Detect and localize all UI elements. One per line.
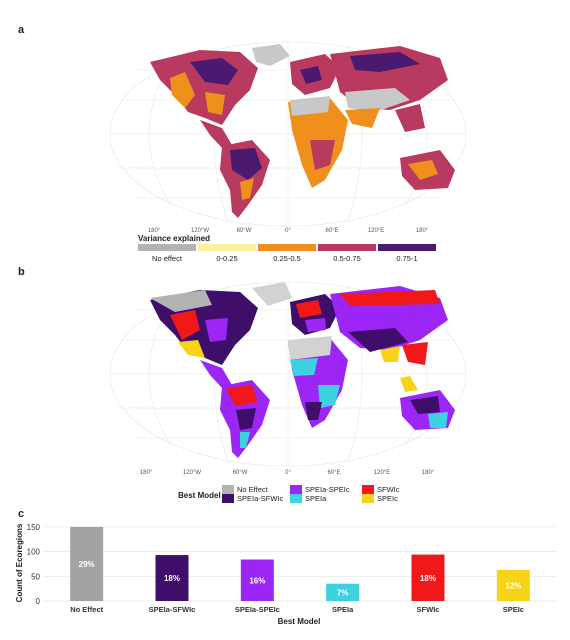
bar-value-label-3: 7% <box>337 588 349 597</box>
svg-text:120°W: 120°W <box>183 470 201 476</box>
map-b-graticule <box>109 281 467 467</box>
map-a-land <box>150 44 455 218</box>
svg-text:0°: 0° <box>285 470 291 476</box>
svg-text:0°: 0° <box>285 228 291 234</box>
variance-label-1: 0-0.25 <box>216 254 238 263</box>
svg-text:120°E: 120°E <box>368 228 384 234</box>
svg-text:60°E: 60°E <box>327 470 340 476</box>
panel-b-label: b <box>18 266 25 278</box>
best-model-label-4: SFWIc <box>377 485 400 494</box>
map-b-ticks: 180° 120°W 60°W 0° 60°E 120°E 180° <box>140 470 435 476</box>
bar-value-label-4: 18% <box>420 574 436 583</box>
bar-value-label-1: 18% <box>164 574 180 583</box>
y-tick-label-3: 150 <box>27 523 41 532</box>
variance-label-0: No effect <box>152 254 182 263</box>
map-b-land <box>150 282 455 458</box>
best-model-swatch-5 <box>362 494 374 503</box>
bar-chart-xlabel: Best Model <box>278 617 321 626</box>
bar-chart-grid: 0 50 100 150 <box>27 523 556 606</box>
svg-text:120°E: 120°E <box>374 470 390 476</box>
variance-swatch-1 <box>198 244 256 251</box>
svg-text:180°: 180° <box>422 470 435 476</box>
x-tick-label-0: No Effect <box>70 605 103 614</box>
best-model-legend-title: Best Model <box>178 491 221 500</box>
best-model-swatch-4 <box>362 485 374 494</box>
svg-text:60°W: 60°W <box>233 470 248 476</box>
bar-value-label-0: 29% <box>79 560 95 569</box>
x-tick-label-1: SPEIa-SFWIc <box>149 605 196 614</box>
svg-text:60°W: 60°W <box>237 228 252 234</box>
best-model-label-5: SPEIc <box>377 494 398 503</box>
panel-c-label: c <box>18 508 25 520</box>
y-tick-label-0: 0 <box>36 597 41 606</box>
best-model-swatch-3 <box>290 494 302 503</box>
best-model-label-2: SPEIa-SPEIc <box>305 485 350 494</box>
bar-value-label-2: 16% <box>249 576 265 585</box>
x-tick-label-5: SPEIc <box>503 605 524 614</box>
map-a-graticule <box>109 41 467 227</box>
variance-legend-title: Variance explained <box>138 234 211 243</box>
bar-2 <box>240 559 274 601</box>
variance-swatch-4 <box>378 244 436 251</box>
x-tick-label-3: SPEIa <box>332 605 354 614</box>
bar-0 <box>70 526 104 601</box>
best-model-swatch-0 <box>222 485 234 494</box>
svg-text:180°: 180° <box>140 470 153 476</box>
y-tick-label-1: 50 <box>31 572 40 581</box>
best-model-label-1: SPEIa-SFWIc <box>237 494 284 503</box>
x-tick-label-4: SFWIc <box>417 605 440 614</box>
best-model-swatch-2 <box>290 485 302 494</box>
bar-chart-ylabel: Count of Ecoregions <box>15 523 24 602</box>
best-model-swatch-1 <box>222 494 234 503</box>
bar-1 <box>155 555 189 601</box>
panel-a-label: a <box>18 24 25 36</box>
bar-value-label-5: 12% <box>505 581 521 590</box>
variance-swatch-0 <box>138 244 196 251</box>
variance-label-3: 0.5-0.75 <box>333 254 361 263</box>
bar-5 <box>496 569 530 601</box>
variance-swatch-3 <box>318 244 376 251</box>
bar-4 <box>411 554 445 601</box>
variance-label-4: 0.75-1 <box>396 254 418 263</box>
svg-text:180°: 180° <box>416 228 429 234</box>
best-model-label-0: No Effect <box>237 485 268 494</box>
variance-swatch-2 <box>258 244 316 251</box>
bar-3 <box>326 583 360 601</box>
best-model-label-3: SPEIa <box>305 494 327 503</box>
y-tick-label-2: 100 <box>27 548 41 557</box>
x-tick-label-2: SPEIa-SPEIc <box>235 605 280 614</box>
svg-text:60°E: 60°E <box>325 228 338 234</box>
variance-label-2: 0.25-0.5 <box>273 254 301 263</box>
bar-chart-bars: 29% No Effect 18% SPEIa-SFWIc 16% SPEIa-SPEIc… <box>70 526 530 614</box>
